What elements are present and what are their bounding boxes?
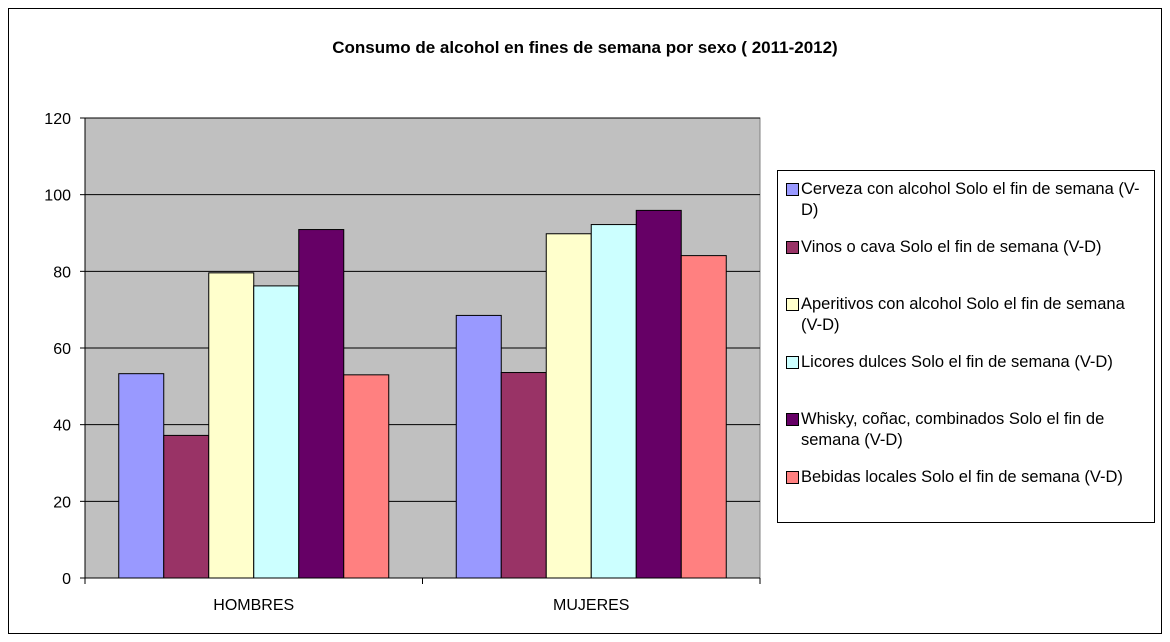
legend-label: Aperitivos con alcohol Solo el fin de se… xyxy=(801,295,1125,334)
legend-swatch xyxy=(786,470,799,484)
y-tick-label: 20 xyxy=(53,494,71,511)
bar xyxy=(298,229,345,579)
legend-swatch xyxy=(786,298,799,311)
legend-swatch xyxy=(786,413,799,426)
bar xyxy=(118,373,165,579)
legend-entry: Aperitivos con alcohol Solo el fin de se… xyxy=(786,294,1148,336)
bar xyxy=(680,255,727,579)
legend-entry: Whisky, coñac, combinados Solo el fin de… xyxy=(786,409,1148,451)
y-tick-label: 120 xyxy=(44,111,71,128)
bar xyxy=(500,372,547,579)
bar xyxy=(163,434,210,579)
legend-label: Vinos o cava Solo el fin de semana (V-D) xyxy=(801,237,1102,256)
legend-entry: Cerveza con alcohol Solo el fin de seman… xyxy=(786,179,1148,221)
legend-entry: Licores dulces Solo el fin de semana (V-… xyxy=(786,352,1148,373)
chart-title: Consumo de alcohol en fines de semana po… xyxy=(332,38,837,57)
x-tick-label: HOMBRES xyxy=(213,597,294,614)
legend-label: Whisky, coñac, combinados Solo el fin de… xyxy=(801,410,1105,449)
x-tick-label: MUJERES xyxy=(553,597,629,614)
y-tick-label: 0 xyxy=(62,571,71,588)
legend-swatch xyxy=(786,183,799,196)
bar xyxy=(635,209,682,579)
bar xyxy=(208,272,255,579)
legend: Cerveza con alcohol Solo el fin de seman… xyxy=(777,170,1155,523)
bar xyxy=(455,314,502,579)
bar xyxy=(343,374,390,579)
y-tick-label: 80 xyxy=(53,264,71,281)
legend-label: Bebidas locales Solo el fin de semana (V… xyxy=(801,467,1123,486)
legend-label: Licores dulces Solo el fin de semana (V-… xyxy=(801,352,1113,371)
legend-swatch xyxy=(786,240,799,254)
legend-entry: Vinos o cava Solo el fin de semana (V-D) xyxy=(786,237,1148,258)
bar xyxy=(590,224,637,579)
legend-label: Cerveza con alcohol Solo el fin de seman… xyxy=(801,180,1140,219)
legend-entry: Bebidas locales Solo el fin de semana (V… xyxy=(786,467,1148,488)
bar xyxy=(253,285,300,579)
y-tick-label: 60 xyxy=(53,341,71,358)
bar xyxy=(545,233,592,579)
y-tick-label: 40 xyxy=(53,418,71,435)
legend-swatch xyxy=(786,355,799,369)
y-tick-label: 100 xyxy=(44,188,71,205)
